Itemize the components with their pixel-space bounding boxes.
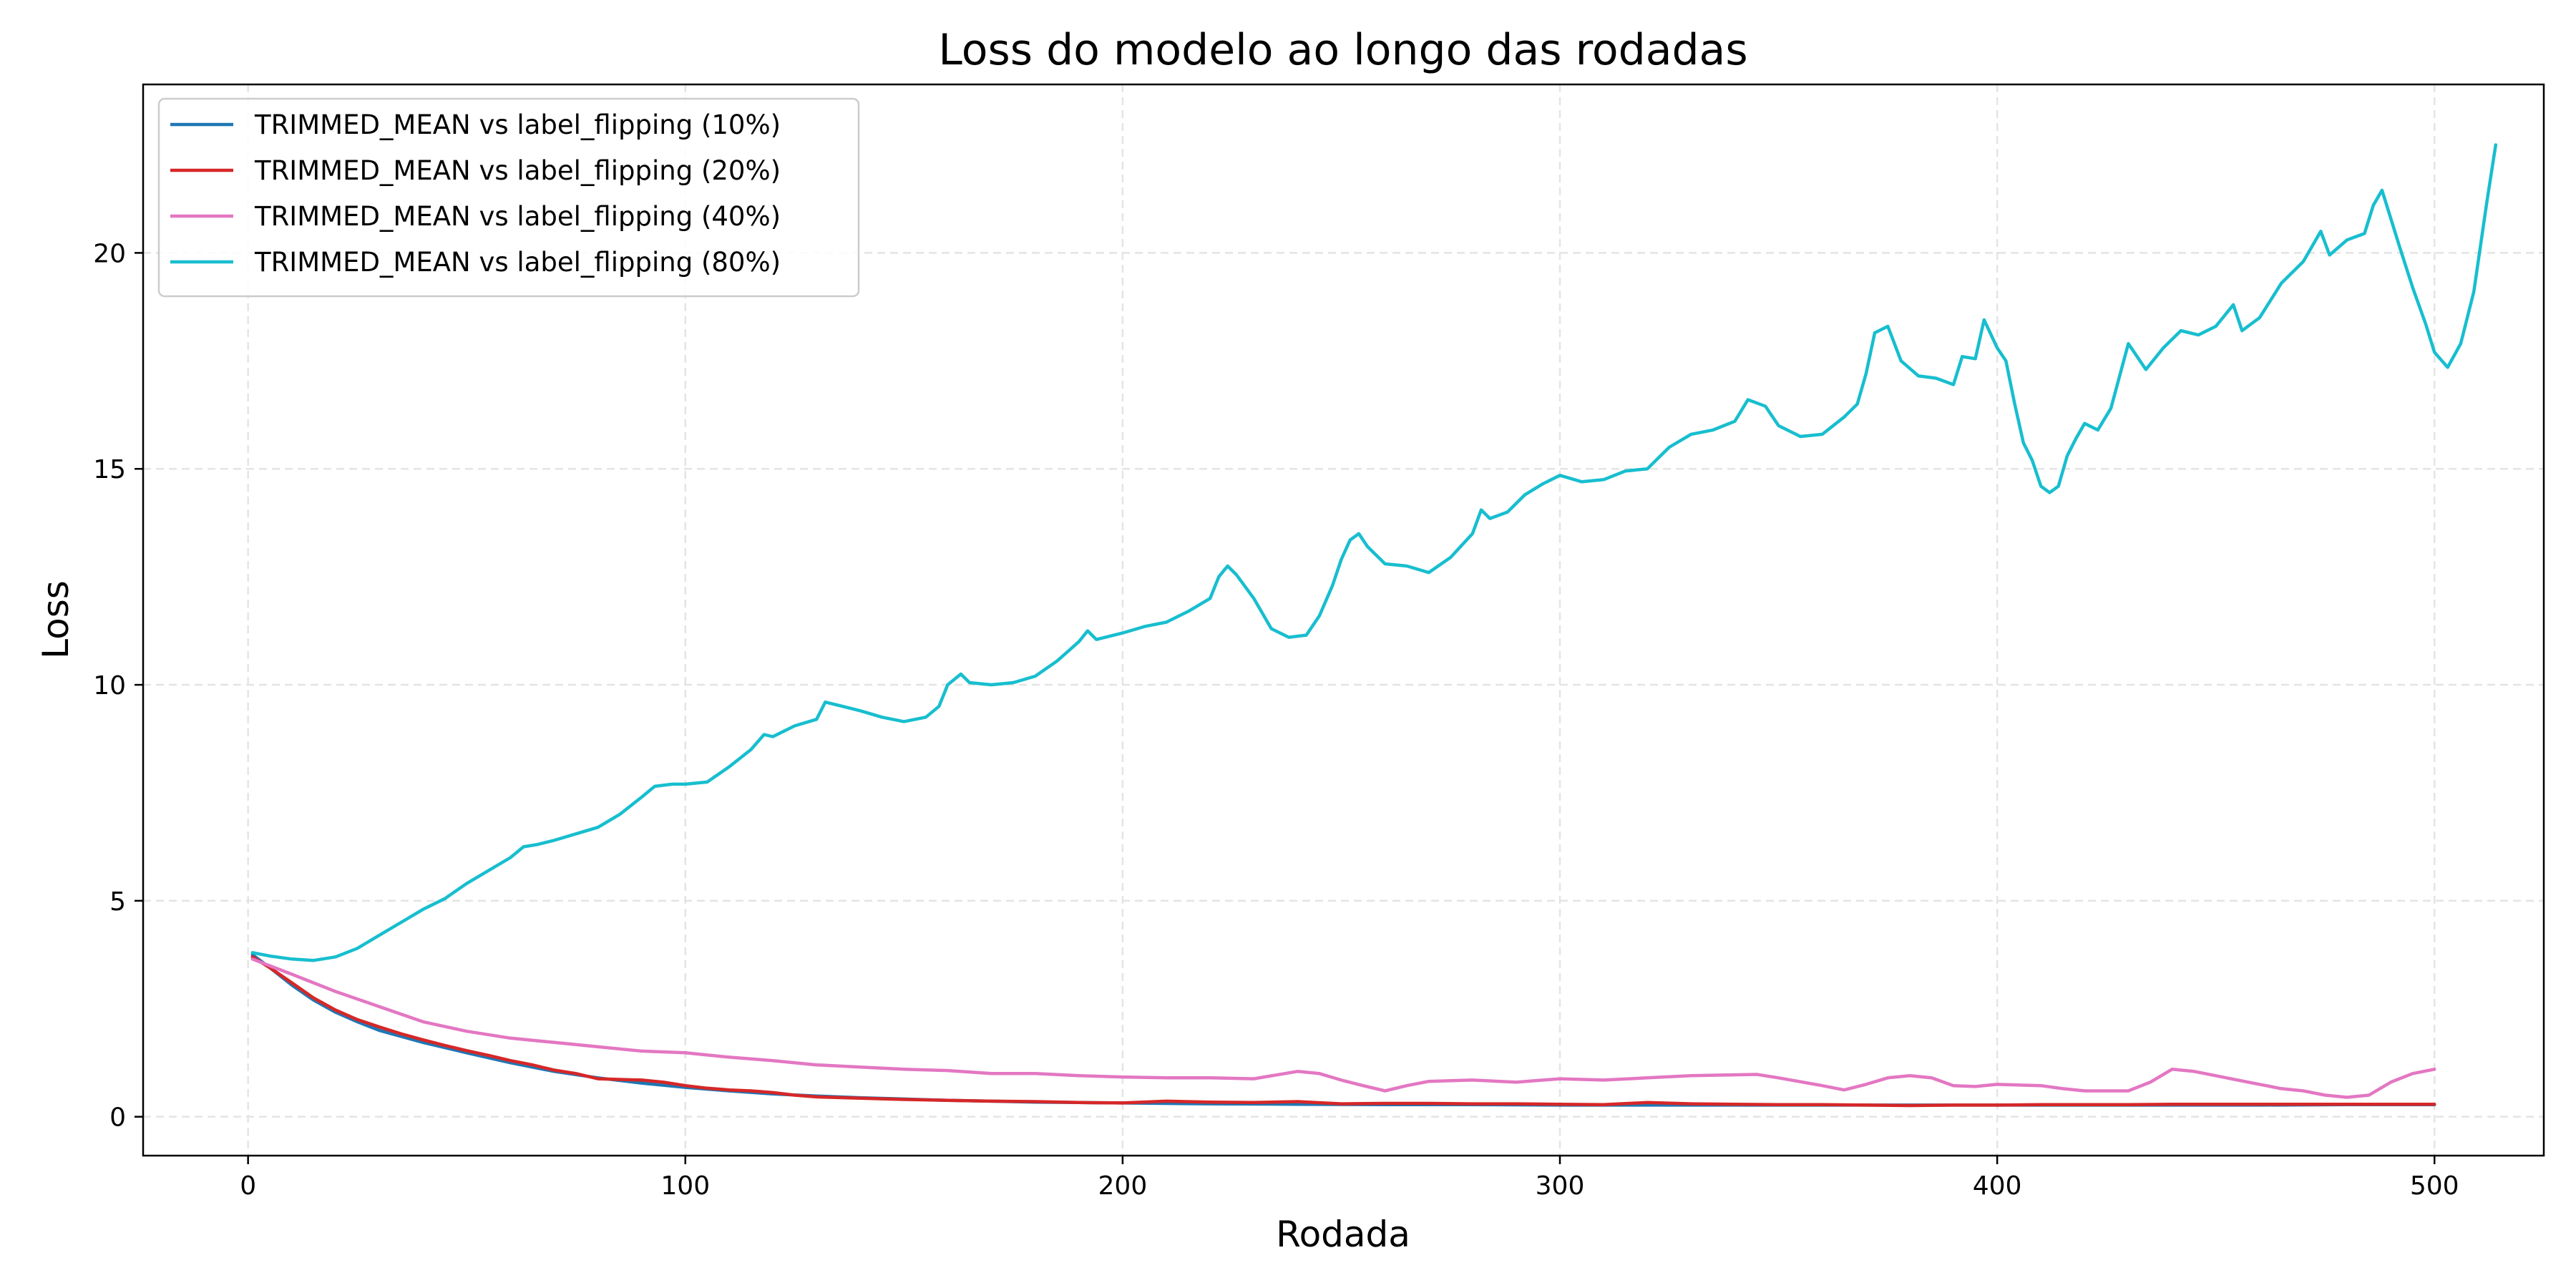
legend-box [157,97,860,298]
series-line-4 [250,143,2498,962]
x-tick-label: 200 [1098,1171,1148,1201]
legend-label: TRIMMED_MEAN vs label_flipping (10%) [254,109,781,140]
x-tick-label: 500 [2410,1171,2459,1201]
chart-title: Loss do modelo ao longo das rodadas [938,25,1747,75]
x-tick-label: 0 [240,1171,256,1201]
series-line-2 [250,955,2436,1108]
legend-label: TRIMMED_MEAN vs label_flipping (20%) [254,155,781,186]
x-tick-label: 300 [1536,1171,1585,1201]
y-tick-label: 0 [109,1103,126,1133]
series-line-3 [250,957,2436,1099]
x-tick-label: 400 [1973,1171,2022,1201]
ticks: 0 100 200 300 400 500 0 5 10 15 20 [93,239,2459,1201]
y-tick-label: 20 [93,239,126,268]
y-tick-label: 15 [93,455,126,484]
series-lines [250,143,2498,1108]
x-axis-label: Rodada [1276,1214,1410,1255]
x-tick-label: 100 [660,1171,710,1201]
plot-frame [142,83,2545,1157]
legend-label: TRIMMED_MEAN vs label_flipping (80%) [254,247,781,278]
legend-label: TRIMMED_MEAN vs label_flipping (40%) [254,201,781,232]
y-tick-label: 10 [93,671,126,701]
y-axis-label: Loss [35,580,77,659]
legend: TRIMMED_MEAN vs label_flipping (10%) TRIM… [157,97,860,298]
y-tick-label: 5 [109,887,126,917]
